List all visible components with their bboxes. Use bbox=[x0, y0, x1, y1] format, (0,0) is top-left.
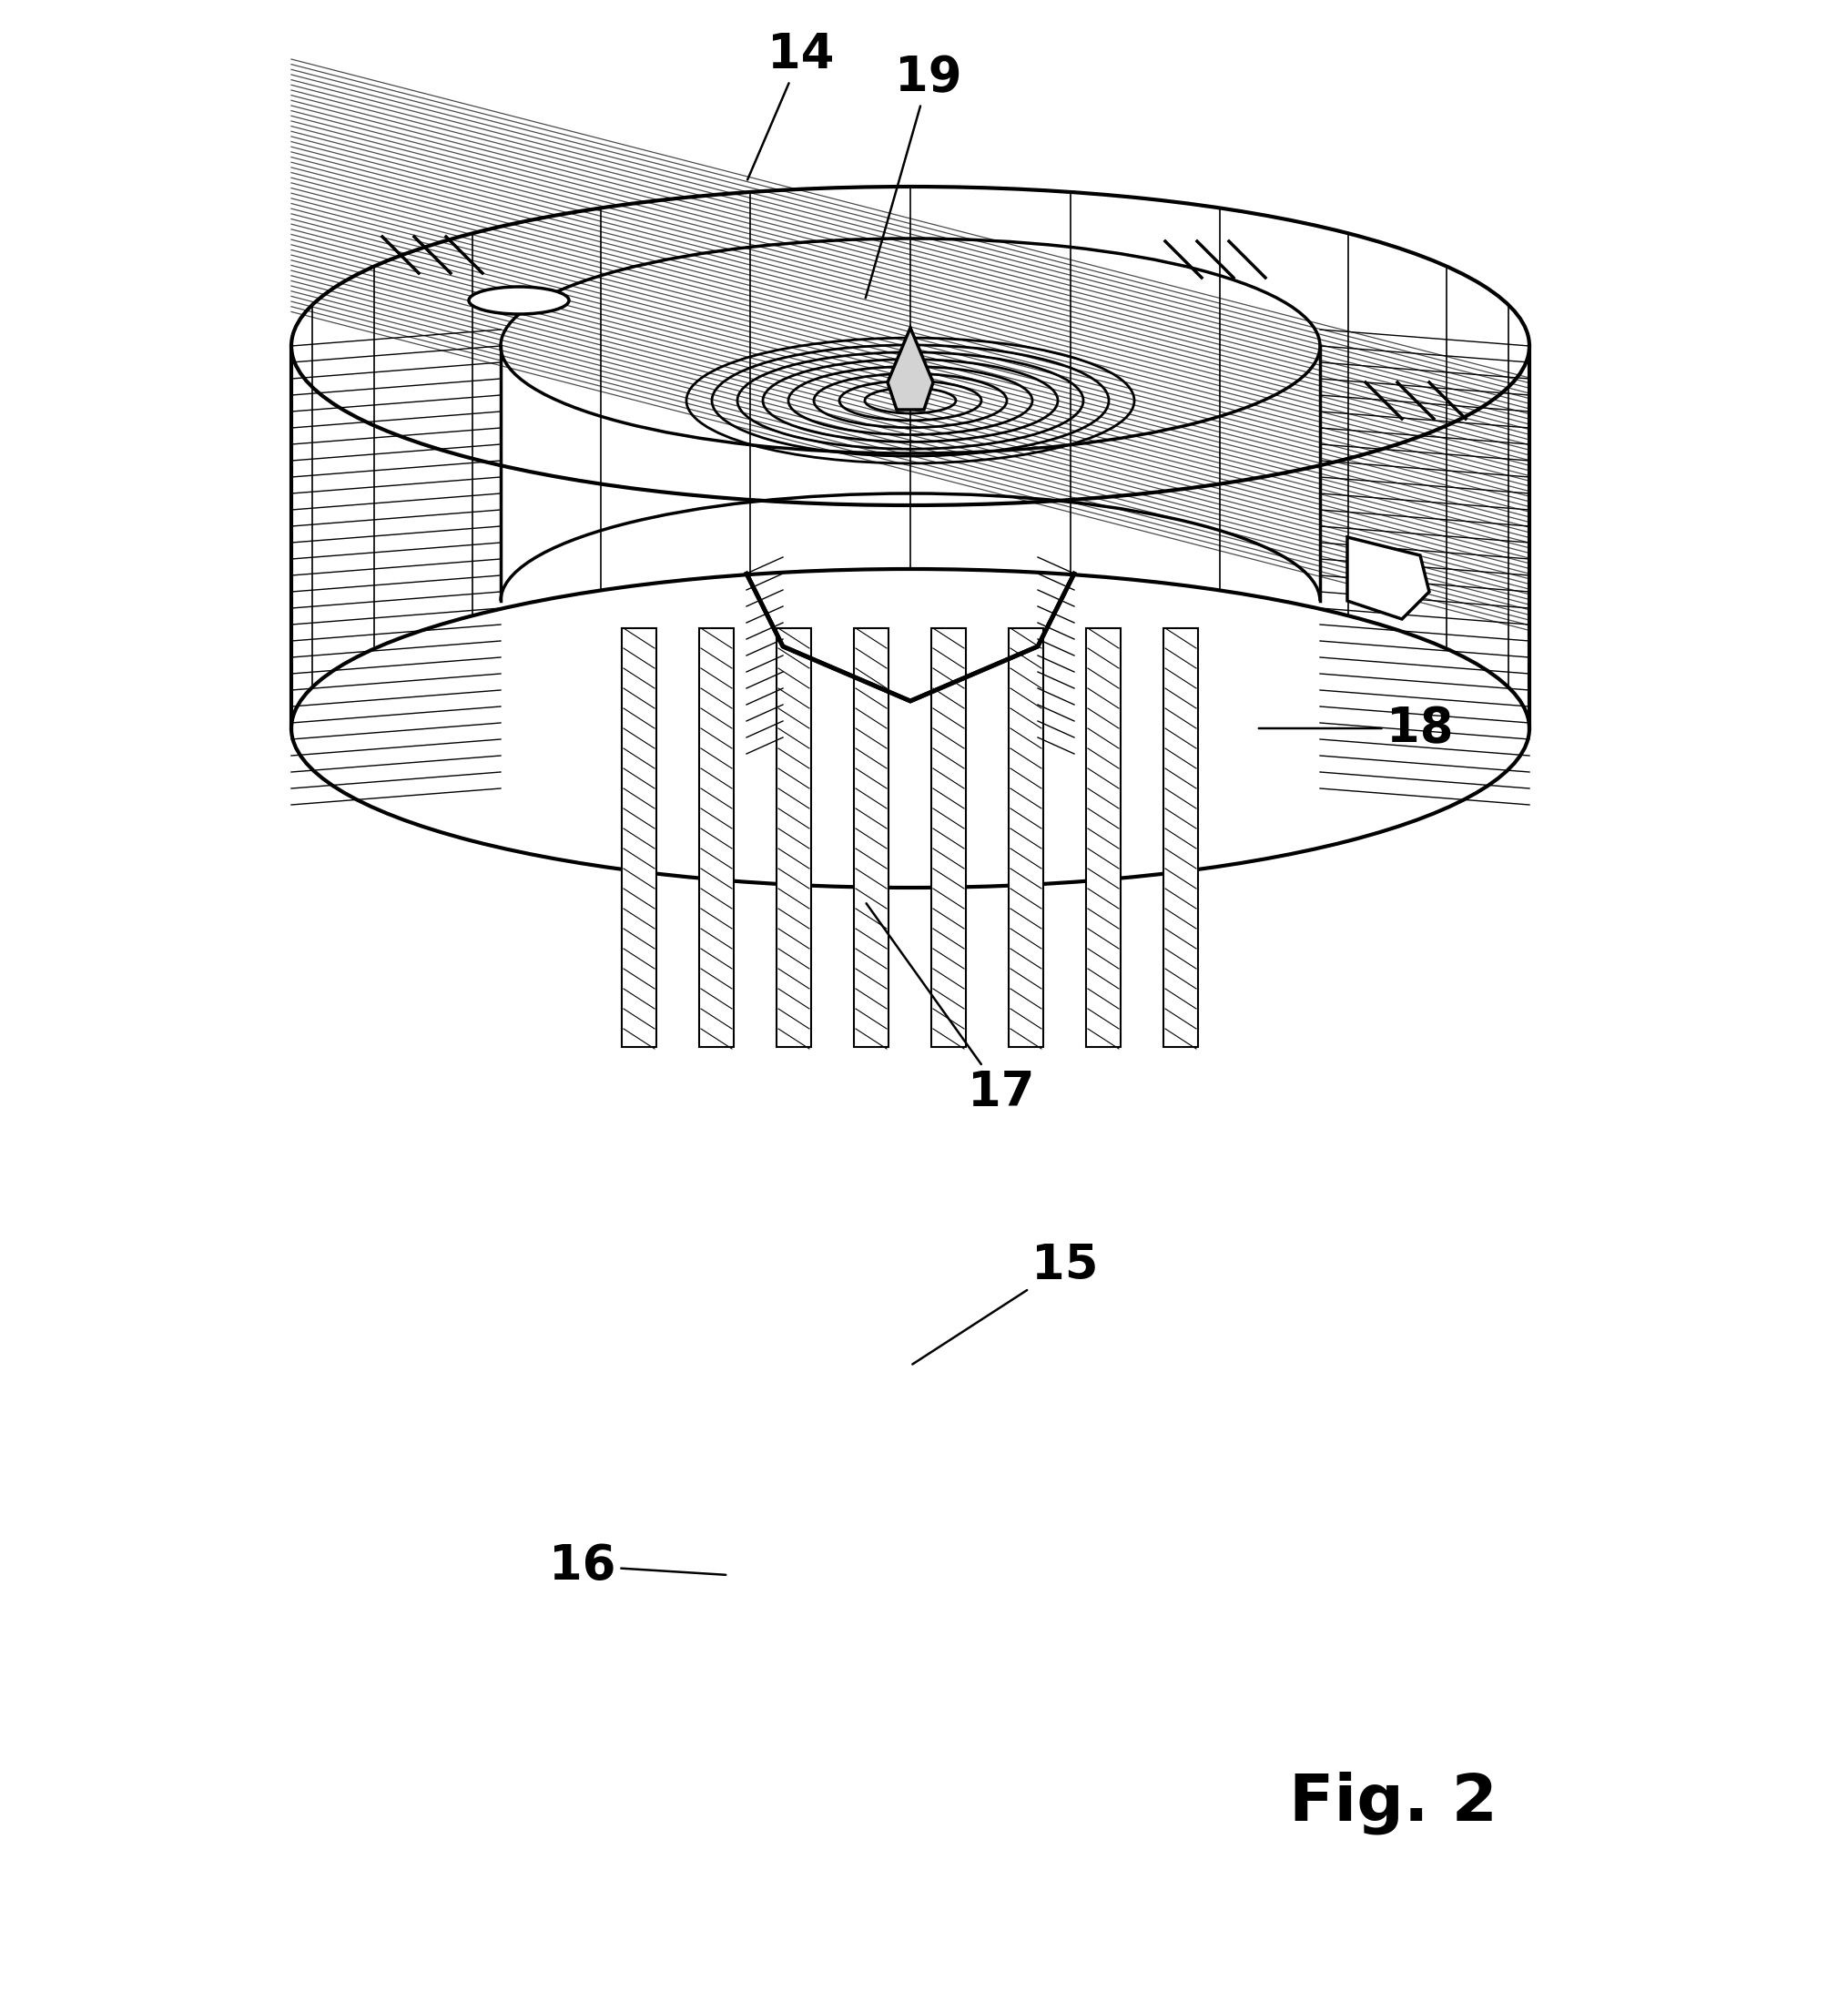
Text: 16: 16 bbox=[549, 1542, 726, 1590]
Text: 19: 19 bbox=[865, 54, 961, 298]
Polygon shape bbox=[776, 629, 811, 1047]
Ellipse shape bbox=[469, 286, 569, 314]
Polygon shape bbox=[621, 629, 656, 1047]
Polygon shape bbox=[931, 629, 965, 1047]
Polygon shape bbox=[1162, 629, 1198, 1047]
Polygon shape bbox=[854, 629, 889, 1047]
Text: 18: 18 bbox=[1258, 705, 1453, 753]
Polygon shape bbox=[1347, 537, 1429, 619]
Polygon shape bbox=[1085, 629, 1120, 1047]
Text: Fig. 2: Fig. 2 bbox=[1288, 1772, 1497, 1834]
Text: 17: 17 bbox=[867, 903, 1035, 1117]
Polygon shape bbox=[887, 328, 933, 410]
Polygon shape bbox=[699, 629, 734, 1047]
Text: 14: 14 bbox=[747, 30, 833, 180]
Polygon shape bbox=[1009, 629, 1042, 1047]
Text: 15: 15 bbox=[913, 1241, 1098, 1363]
